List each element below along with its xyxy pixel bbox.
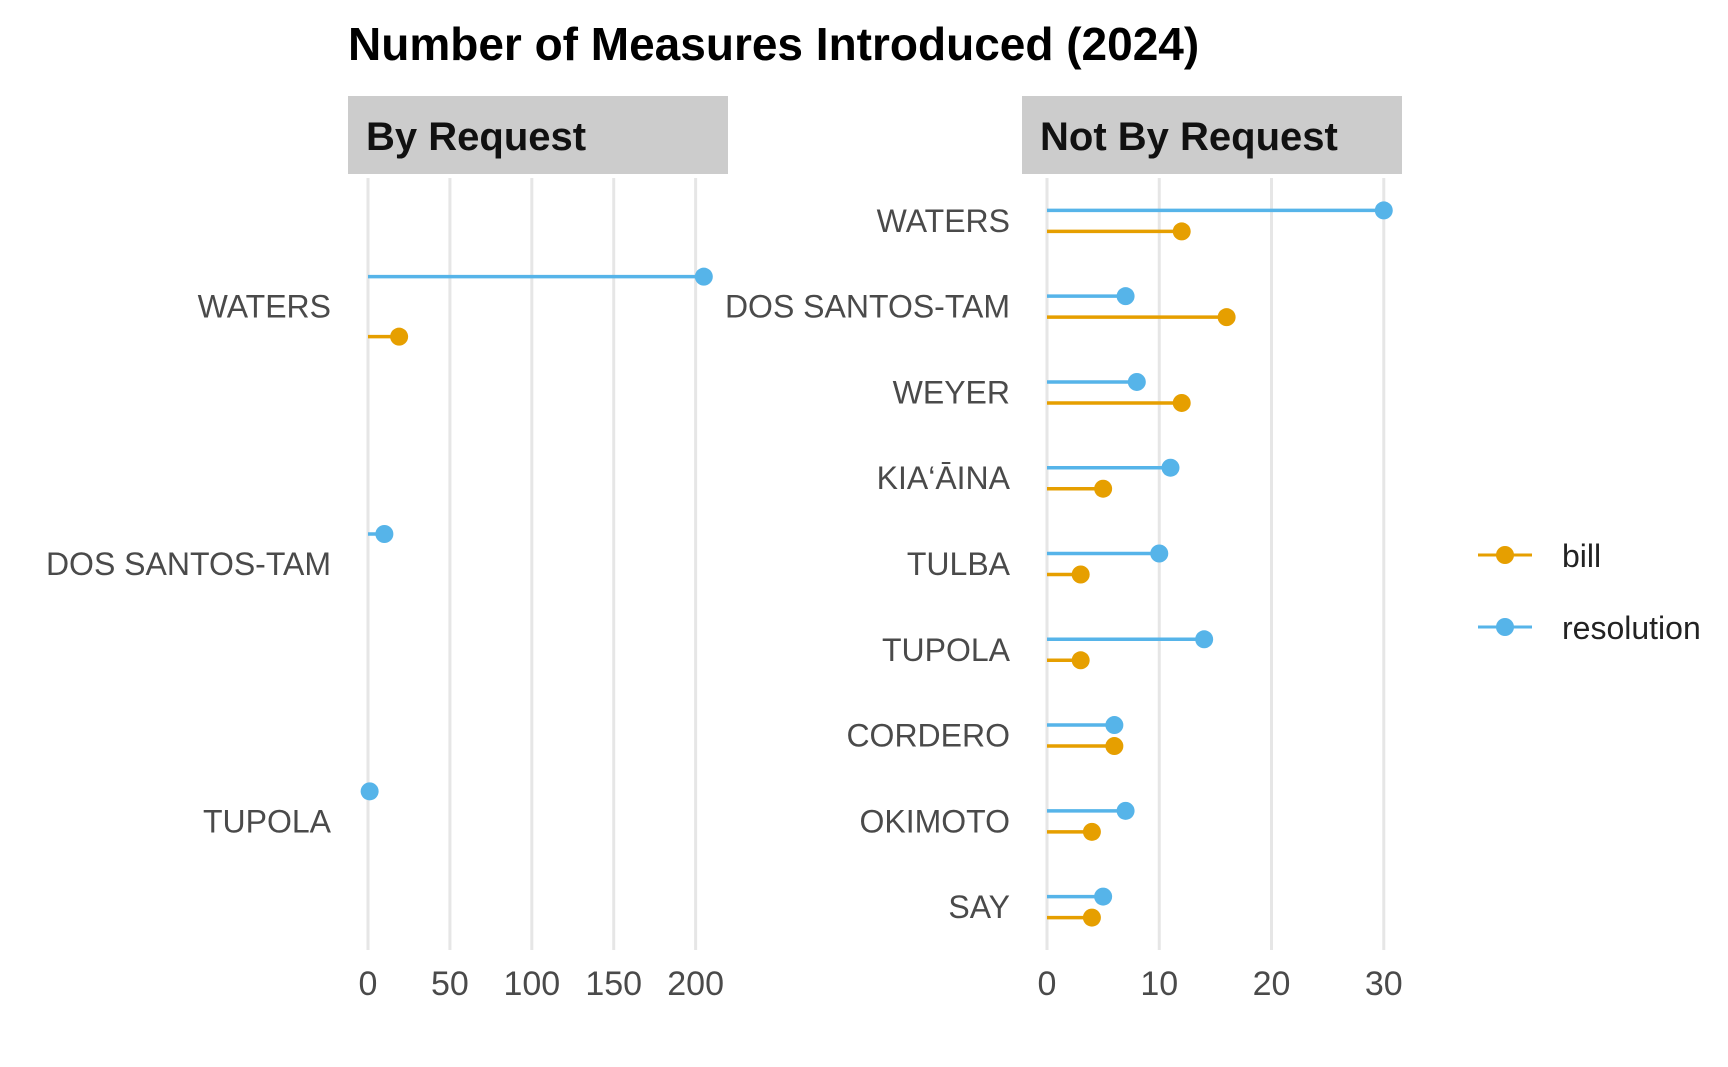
chart-title: Number of Measures Introduced (2024): [348, 18, 1199, 70]
bill-point-kia-aina: [1094, 479, 1113, 498]
marks-not-by-request: [1047, 201, 1393, 927]
category-label-waters: WATERS: [198, 289, 331, 325]
tick-labels-by-request: 0 50 100 150 200: [359, 965, 724, 1003]
category-label-cordero: CORDERO: [846, 718, 1010, 754]
bill-point-dos-santos-tam: [1217, 308, 1236, 327]
resolution-point-kia-aina: [1161, 458, 1180, 477]
marks-by-request: [360, 267, 713, 801]
resolution-point-weyer: [1127, 372, 1146, 391]
category-label-kia-aina: KIA‘ĀINA: [877, 460, 1011, 496]
x-tick-label-150: 150: [585, 965, 642, 1003]
bill-point-tulba: [1071, 565, 1090, 584]
legend-item-resolution: resolution: [1478, 610, 1701, 646]
bill-point-waters: [390, 327, 409, 346]
legend-bill-dot: [1496, 546, 1514, 564]
bill-point-tupola: [1071, 651, 1090, 670]
strip-label-not-by-request: Not By Request: [1040, 115, 1338, 159]
resolution-point-tupola: [1195, 630, 1214, 649]
resolution-point-say: [1094, 887, 1113, 906]
x-tick-label-0: 0: [1038, 965, 1057, 1003]
strip-not-by-request: [1022, 96, 1402, 174]
panel-not-by-request: Not By Request WATERS DOS SANTOS-TAM WEYER…: [725, 96, 1403, 1003]
resolution-point-cordero: [1105, 716, 1124, 735]
resolution-point-dos-santos-tam: [1116, 287, 1135, 306]
legend-resolution-label: resolution: [1562, 610, 1701, 646]
category-labels-not-by-request: WATERS DOS SANTOS-TAM WEYER KIA‘ĀINA TULBA TU…: [725, 203, 1011, 925]
category-label-tupola: TUPOLA: [882, 632, 1011, 668]
legend-item-bill: bill: [1478, 538, 1601, 574]
x-tick-label-10: 10: [1140, 965, 1178, 1003]
legend-resolution-dot: [1496, 618, 1514, 636]
x-tick-label-200: 200: [667, 965, 724, 1003]
category-label-dos-santos-tam: DOS SANTOS-TAM: [725, 289, 1010, 325]
category-label-dos-santos-tam: DOS SANTOS-TAM: [46, 546, 331, 582]
category-label-tupola: TUPOLA: [203, 803, 332, 839]
strip-label-by-request: By Request: [366, 115, 586, 159]
resolution-point-waters: [1374, 201, 1393, 220]
category-label-waters: WATERS: [877, 203, 1010, 239]
category-label-okimoto: OKIMOTO: [859, 803, 1010, 839]
tick-labels-not-by-request: 0 10 20 30: [1038, 965, 1403, 1003]
legend-bill-label: bill: [1562, 538, 1601, 574]
category-label-tulba: TULBA: [907, 546, 1011, 582]
bill-point-cordero: [1105, 737, 1124, 756]
x-tick-label-50: 50: [431, 965, 469, 1003]
resolution-point-waters: [694, 267, 713, 286]
x-tick-label-30: 30: [1365, 965, 1403, 1003]
bill-point-say: [1082, 908, 1101, 927]
x-tick-label-100: 100: [503, 965, 560, 1003]
category-labels-by-request: WATERS DOS SANTOS-TAM TUPOLA: [46, 289, 332, 840]
resolution-point-dos-santos-tam: [375, 525, 394, 543]
grid-by-request: [366, 178, 698, 950]
legend: bill resolution: [1478, 538, 1701, 646]
resolution-point-tulba: [1150, 544, 1169, 563]
category-label-say: SAY: [948, 889, 1010, 925]
resolution-point-tupola: [360, 782, 379, 801]
panel-by-request: By Request WATERS DOS SANTOS-TAM TUPOLA 0 5…: [46, 96, 728, 1003]
bill-point-weyer: [1172, 393, 1191, 412]
grid-not-by-request: [1045, 178, 1386, 950]
strip-by-request: [348, 96, 728, 174]
category-label-weyer: WEYER: [893, 374, 1010, 410]
x-tick-label-0: 0: [359, 965, 378, 1003]
x-tick-label-20: 20: [1253, 965, 1291, 1003]
resolution-point-okimoto: [1116, 801, 1135, 820]
bill-point-waters: [1172, 222, 1191, 241]
bill-point-okimoto: [1082, 822, 1101, 841]
